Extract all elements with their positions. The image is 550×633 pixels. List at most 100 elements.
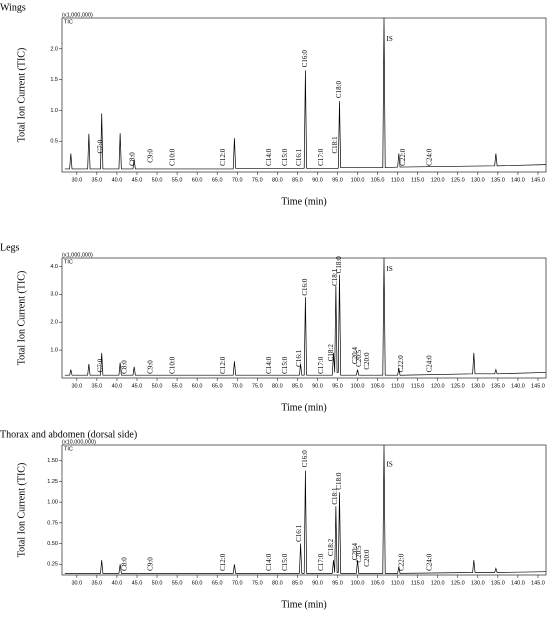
y-tick-label: 0.50 <box>47 541 58 547</box>
x-tick-label: 55.0 <box>172 177 183 183</box>
y-axis-label: Total Ion Current (TIC) <box>16 271 27 366</box>
x-tick-label: 145.0 <box>531 383 545 389</box>
x-tick-label: 85.0 <box>292 580 303 586</box>
peak-label: C20:0 <box>363 352 371 370</box>
x-tick-label: 65.0 <box>212 383 223 389</box>
y-tick-label: 1.5 <box>50 77 58 83</box>
x-tick-label: 100.0 <box>351 177 365 183</box>
peak-label: C7:0 <box>97 358 105 372</box>
peak-label: C22:0 <box>397 355 405 373</box>
peak-label: C12:0 <box>219 553 227 571</box>
x-tick-label: 35.0 <box>92 177 103 183</box>
peak-label: C14:0 <box>265 148 273 166</box>
peak-label: C16:1 <box>295 148 303 166</box>
x-tick-label: 55.0 <box>172 580 183 586</box>
x-tick-label: 135.0 <box>491 580 505 586</box>
chromatogram-trace <box>64 257 547 376</box>
y-tick-label: 2.0 <box>50 46 58 52</box>
peak-label: C24:0 <box>425 553 433 571</box>
x-tick-label: 145.0 <box>531 177 545 183</box>
y-tick-label: 0.5 <box>50 139 58 145</box>
peak-label: C18:2 <box>327 344 335 362</box>
peak-label: C16:0 <box>301 50 309 68</box>
x-tick-label: 30.0 <box>71 177 82 183</box>
peak-label: C18:0 <box>335 80 343 98</box>
peak-label: C17:0 <box>317 148 325 166</box>
peak-label: C16:0 <box>301 278 309 296</box>
peak-label: C20:5 <box>355 349 363 367</box>
peak-label: C24:0 <box>425 355 433 373</box>
peak-label: C20:5 <box>355 545 363 563</box>
peak-label: C18:1 <box>331 136 339 154</box>
peak-label: C17:0 <box>317 356 325 374</box>
x-tick-label: 40.0 <box>112 580 123 586</box>
y-tick-label: 2.0 <box>50 320 58 326</box>
x-tick-label: 80.0 <box>272 580 283 586</box>
peak-label: C20:0 <box>363 549 371 567</box>
x-tick-label: 140.0 <box>511 383 525 389</box>
x-tick-label: 90.0 <box>312 580 323 586</box>
x-tick-label: 30.0 <box>71 383 82 389</box>
x-tick-label: 95.0 <box>332 177 343 183</box>
peak-label: C12:0 <box>219 148 227 166</box>
x-tick-label: 65.0 <box>212 177 223 183</box>
x-tick-label: 125.0 <box>451 383 465 389</box>
y-tick-label: 0.75 <box>47 520 58 526</box>
plot-frame <box>61 257 547 379</box>
x-tick-label: 105.0 <box>371 580 385 586</box>
peak-label: C15:0 <box>281 148 289 166</box>
peak-label: C14:0 <box>265 356 273 374</box>
x-tick-label: 45.0 <box>132 580 143 586</box>
x-tick-label: 105.0 <box>371 177 385 183</box>
x-tick-label: 130.0 <box>471 580 485 586</box>
chromatogram-trace <box>64 444 547 574</box>
y-tick-label: 0.25 <box>47 562 58 568</box>
x-tick-label: 140.0 <box>511 177 525 183</box>
peak-label: C9:0 <box>147 557 155 571</box>
x-tick-label: 125.0 <box>451 580 465 586</box>
x-tick-label: 30.0 <box>71 580 82 586</box>
x-tick-label: 70.0 <box>232 177 243 183</box>
peak-label: C18:1 <box>331 268 339 286</box>
peak-label: C16:1 <box>295 349 303 367</box>
x-tick-label: 45.0 <box>132 383 143 389</box>
peak-label: C9:0 <box>147 149 155 163</box>
x-tick-label: 75.0 <box>252 177 263 183</box>
chromatogram-trace <box>64 17 547 170</box>
peak-label: C12:0 <box>219 356 227 374</box>
peak-label: IS <box>386 265 392 273</box>
panel-title: Legs <box>0 242 20 253</box>
x-tick-label: 40.0 <box>112 383 123 389</box>
peak-label: C8:0 <box>129 152 137 166</box>
plot-frame <box>61 444 547 576</box>
x-tick-label: 75.0 <box>252 383 263 389</box>
x-tick-label: 50.0 <box>152 177 163 183</box>
trace-label: TIC <box>64 259 73 265</box>
peak-label: C15:0 <box>281 553 289 571</box>
x-tick-label: 110.0 <box>391 177 404 183</box>
x-tick-label: 45.0 <box>132 177 143 183</box>
x-tick-label: 95.0 <box>332 383 343 389</box>
peak-label: C10:0 <box>169 148 177 166</box>
peak-label: C16:1 <box>295 524 303 542</box>
y-tick-label: 1.00 <box>47 500 58 506</box>
peak-label: C18:2 <box>327 538 335 556</box>
x-tick-label: 60.0 <box>192 177 203 183</box>
x-tick-label: 60.0 <box>192 580 203 586</box>
trace-label: TIC <box>64 19 73 25</box>
peak-label: C22:0 <box>399 148 407 166</box>
peak-label: C20:4 <box>351 346 359 364</box>
x-tick-label: 60.0 <box>192 383 203 389</box>
peak-label: C10:0 <box>169 356 177 374</box>
x-tick-label: 85.0 <box>292 177 303 183</box>
x-tick-label: 100.0 <box>351 580 365 586</box>
panel-title: Thorax and abdomen (dorsal side) <box>0 429 137 440</box>
y-tick-label: 1.0 <box>50 108 58 114</box>
x-tick-label: 105.0 <box>371 383 385 389</box>
peak-label: IS <box>386 35 392 43</box>
x-tick-label: 70.0 <box>232 580 243 586</box>
x-tick-label: 95.0 <box>332 580 343 586</box>
peak-label: C18:0 <box>335 256 343 274</box>
peak-label: C9:0 <box>147 360 155 374</box>
